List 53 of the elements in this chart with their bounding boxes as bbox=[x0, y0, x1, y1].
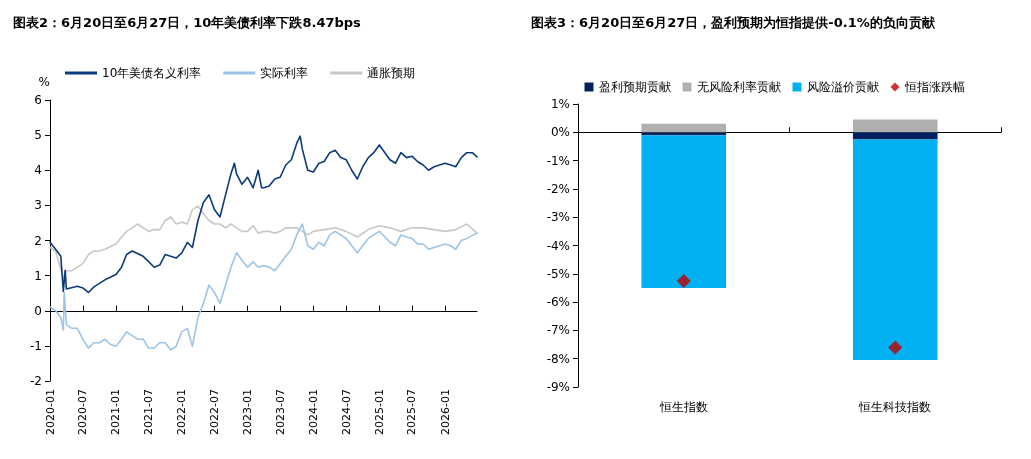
bar bbox=[852, 132, 938, 140]
chart-title: 图表3：6月20日至6月27日，盈利预期为恒指提供-0.1%的负向贡献 bbox=[531, 14, 936, 30]
x-tick-label: 2024-07 bbox=[339, 389, 353, 435]
legend-label: 风险溢价贡献 bbox=[806, 80, 879, 94]
x-tick-label: 恒生指数 bbox=[658, 400, 708, 414]
y-tick-label: -2 bbox=[30, 374, 42, 388]
x-tick-label: 2021-01 bbox=[109, 389, 123, 435]
x-tick-label: 2023-07 bbox=[273, 389, 287, 435]
line-series bbox=[49, 205, 478, 279]
y-tick-label: 4 bbox=[34, 163, 42, 178]
y-tick-label: -2% bbox=[546, 181, 570, 196]
x-tick-label: 2022-01 bbox=[175, 389, 189, 435]
line-series bbox=[49, 135, 478, 294]
legend-label: 无风险利率贡献 bbox=[696, 80, 781, 94]
y-tick-label: 5 bbox=[34, 128, 42, 143]
bar bbox=[852, 119, 938, 133]
y-tick-label: -8% bbox=[546, 351, 570, 366]
x-tick-label: 2023-01 bbox=[241, 389, 255, 435]
y-tick-label: -3% bbox=[546, 210, 570, 225]
legend-label: 恒指涨跌幅 bbox=[903, 80, 965, 94]
legend-label: 实际利率 bbox=[260, 66, 309, 80]
bar bbox=[641, 132, 727, 136]
x-tick-label: 2020-01 bbox=[43, 389, 57, 435]
bar bbox=[852, 139, 938, 361]
legend-label: 通胀预期 bbox=[367, 66, 416, 80]
y-tick-label: 0 bbox=[34, 303, 42, 318]
y-tick-label: -7% bbox=[546, 323, 570, 338]
legend-label: 盈利预期贡献 bbox=[598, 80, 671, 94]
y-tick-label: 6 bbox=[34, 93, 42, 107]
y-tick-label: -1 bbox=[30, 338, 42, 353]
x-tick-label: 2026-01 bbox=[438, 389, 452, 435]
x-tick-label: 2021-07 bbox=[142, 389, 156, 435]
y-tick-label: 3 bbox=[34, 198, 42, 213]
y-tick-label: 0% bbox=[550, 125, 570, 140]
y-tick-label: 1 bbox=[34, 268, 42, 283]
x-tick-label: 2020-07 bbox=[76, 389, 90, 435]
x-tick-label: 2024-01 bbox=[306, 389, 320, 435]
y-tick-label: 2 bbox=[34, 233, 42, 248]
bar bbox=[641, 135, 727, 288]
y-tick-label: -4% bbox=[546, 238, 570, 253]
y-tick-label: -5% bbox=[546, 266, 570, 281]
y-tick-label: -1% bbox=[546, 153, 570, 168]
x-tick-label: 恒生科技指数 bbox=[858, 400, 932, 414]
y-tick-label: -9% bbox=[546, 380, 570, 394]
chart-title: 图表2：6月20日至6月27日，10年美债利率下跌8.47bps bbox=[13, 14, 362, 30]
x-tick-label: 2025-01 bbox=[372, 389, 386, 435]
legend-label: 10年美债名义利率 bbox=[102, 66, 202, 80]
x-tick-label: 2025-07 bbox=[405, 389, 419, 435]
y-tick-label: 1% bbox=[550, 97, 570, 111]
bar bbox=[641, 123, 727, 133]
x-tick-label: 2022-07 bbox=[207, 389, 221, 435]
y-axis-title: % bbox=[38, 75, 50, 89]
y-tick-label: -6% bbox=[546, 295, 570, 310]
